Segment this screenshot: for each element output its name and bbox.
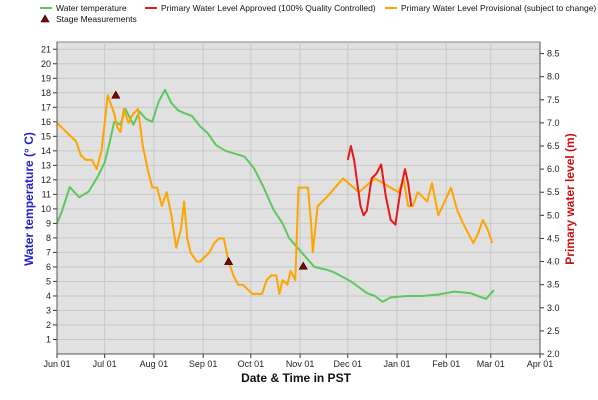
y-left-tick-label: 12 [41, 175, 51, 185]
series-layer [56, 88, 495, 303]
stage-measurement-marker [111, 90, 121, 99]
x-tick-label: Sep 01 [189, 359, 218, 369]
x-tick-label: Apr 01 [527, 359, 554, 369]
y-right-tick-label: 6.0 [547, 164, 560, 174]
y-right-tick-label: 5.5 [547, 187, 560, 197]
y-right-tick-label: 2.5 [547, 326, 560, 336]
y-axis-left-label: Water temperature (° C) [22, 132, 36, 266]
y-left-tick-label: 20 [41, 59, 51, 69]
legend-item: Water temperature [40, 3, 127, 13]
y-right-tick-label: 6.5 [547, 141, 560, 151]
y-right-tick-label: 3.0 [547, 303, 560, 313]
y-right-tick-label: 2.0 [547, 349, 560, 359]
x-tick-label: Mar 01 [477, 359, 505, 369]
y-right-tick-label: 8.0 [547, 72, 560, 82]
x-tick-label: Jun 01 [43, 359, 70, 369]
y-left-tick-label: 17 [41, 102, 51, 112]
y-left-tick-label: 18 [41, 88, 51, 98]
legend-label: Primary Water Level Provisional (subject… [401, 3, 596, 13]
y-left-tick-label: 5 [46, 276, 51, 286]
series-primary-water-level-approved-100-quality-controlled [346, 145, 413, 226]
y-left-tick-label: 10 [41, 204, 51, 214]
x-axis-label: Date & Time in PST [241, 371, 351, 385]
y-left-tick-label: 9 [46, 218, 51, 228]
axes: 1234567891011121314151617181920212.02.53… [41, 42, 560, 369]
y-left-tick-label: 13 [41, 160, 51, 170]
series-primary-water-level-provisional-subject-to-change [56, 94, 494, 295]
y-left-tick-label: 21 [41, 44, 51, 54]
y-left-tick-label: 15 [41, 131, 51, 141]
x-tick-label: Dec 01 [333, 359, 362, 369]
y-right-tick-label: 3.5 [547, 280, 560, 290]
x-tick-label: Feb 01 [432, 359, 460, 369]
legend-marker-triangle [40, 14, 50, 23]
y-left-tick-label: 16 [41, 117, 51, 127]
legend: Water temperature Primary Water Level App… [40, 3, 596, 24]
x-tick-label: Nov 01 [286, 359, 315, 369]
y-left-tick-label: 11 [42, 189, 51, 199]
legend-label: Water temperature [56, 3, 127, 13]
legend-item: Primary Water Level Approved (100% Quali… [145, 3, 376, 13]
legend-label: Stage Measurements [56, 14, 137, 24]
y-right-tick-label: 7.0 [547, 118, 560, 128]
y-left-tick-label: 19 [41, 73, 51, 83]
stage-measurement-marker [224, 256, 234, 265]
y-left-tick-label: 14 [41, 146, 51, 156]
legend-label: Primary Water Level Approved (100% Quali… [161, 3, 376, 13]
y-left-tick-label: 2 [46, 320, 51, 330]
y-right-tick-label: 7.5 [547, 95, 560, 105]
y-left-tick-label: 8 [46, 233, 51, 243]
x-tick-label: Oct 01 [238, 359, 265, 369]
x-tick-label: Jul 01 [93, 359, 117, 369]
y-right-tick-label: 4.0 [547, 257, 560, 267]
x-tick-label: Aug 01 [140, 359, 169, 369]
y-right-tick-label: 4.5 [547, 233, 560, 243]
series-water-temperature [56, 88, 495, 303]
y-left-tick-label: 3 [46, 305, 51, 315]
x-tick-label: Jan 01 [383, 359, 410, 369]
legend-item: Stage Measurements [40, 14, 137, 24]
stage-measurement-marker [298, 261, 308, 270]
y-left-tick-label: 4 [46, 291, 51, 301]
y-right-tick-label: 8.5 [547, 49, 560, 59]
y-left-tick-label: 6 [46, 262, 51, 272]
y-axis-right-label: Primary water level (m) [563, 133, 577, 264]
y-left-tick-label: 7 [46, 247, 51, 257]
y-right-tick-label: 5.0 [547, 210, 560, 220]
y-left-tick-label: 1 [46, 334, 51, 344]
legend-item: Primary Water Level Provisional (subject… [385, 3, 596, 13]
